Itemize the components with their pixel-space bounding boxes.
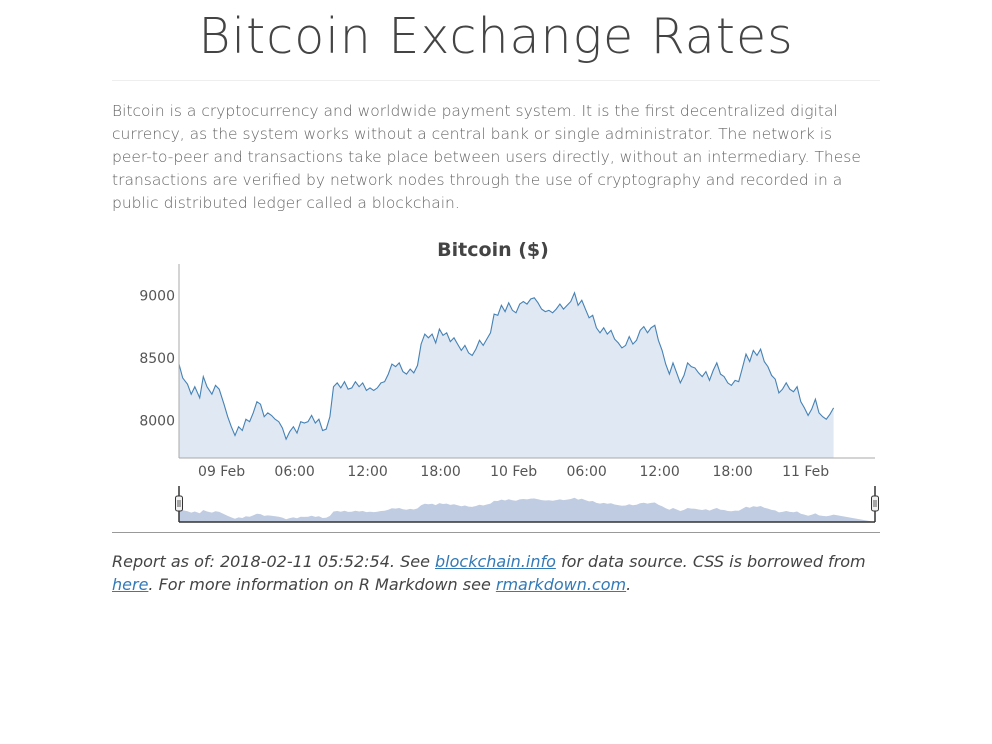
bitcoin-price-chart[interactable]: Bitcoin ($) 8000 8500 9000 09 Feb 06:00 12:00 1…	[0, 230, 992, 530]
footer-mid-1: for data source. CSS is borrowed from	[555, 552, 866, 571]
x-tick-label: 06:00	[274, 464, 314, 480]
price-series-line[interactable]	[178, 291, 835, 441]
price-area-fill	[179, 292, 834, 458]
x-tick-label: 18:00	[712, 464, 752, 480]
rmarkdown-link[interactable]: rmarkdown.com	[495, 575, 627, 594]
x-tick-label: 18:00	[420, 464, 460, 480]
y-tick-label: 8500	[139, 351, 175, 367]
footer-suffix: .	[626, 575, 632, 594]
x-tick-label: 06:00	[566, 464, 606, 480]
navigator-right-handle[interactable]	[871, 495, 879, 512]
x-tick-label: 12:00	[639, 464, 679, 480]
y-tick-label: 8000	[139, 413, 175, 429]
footer-divider	[112, 532, 880, 533]
page-title: Bitcoin Exchange Rates	[198, 8, 794, 65]
footer-mid-2: . For more information on R Markdown see	[148, 575, 496, 594]
title-divider	[112, 80, 880, 81]
intro-paragraph: Bitcoin is a cryptocurrency and worldwid…	[112, 102, 861, 212]
x-tick-label: 11 Feb	[782, 464, 829, 480]
blockchain-info-link[interactable]: blockchain.info	[435, 552, 556, 571]
report-footer: Report as of: 2018-02-11 05:52:54. See b…	[112, 550, 882, 596]
footer-prefix: Report as of: 2018-02-11 05:52:54. See	[112, 552, 435, 571]
x-tick-label: 10 Feb	[490, 464, 537, 480]
x-tick-label: 09 Feb	[198, 464, 245, 480]
chart-title: Bitcoin ($)	[437, 239, 549, 261]
y-tick-label: 9000	[139, 288, 175, 304]
navigator-left-handle[interactable]	[175, 495, 183, 512]
x-tick-label: 12:00	[347, 464, 387, 480]
css-source-link[interactable]: here	[112, 575, 149, 594]
navigator-series-area	[179, 497, 875, 522]
